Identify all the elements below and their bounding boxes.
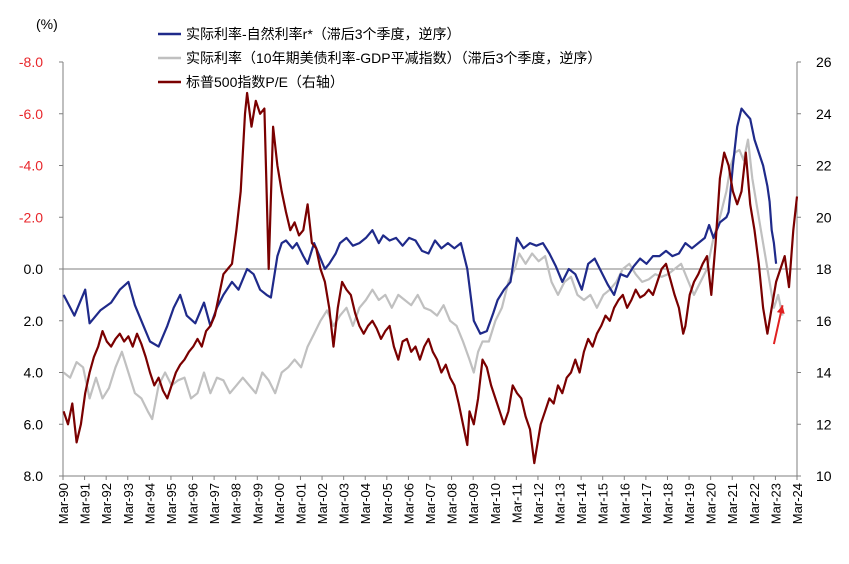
x-tick-label: Mar-07 bbox=[423, 483, 438, 524]
y-left-tick-label: 6.0 bbox=[24, 416, 44, 432]
x-tick-label: Mar-92 bbox=[99, 483, 114, 524]
legend-label-0: 实际利率-自然利率r*（滞后3个季度，逆序） bbox=[186, 26, 461, 42]
y-left-tick-label: 0.0 bbox=[24, 261, 44, 277]
x-tick-label: Mar-98 bbox=[229, 483, 244, 524]
x-tick-label: Mar-90 bbox=[56, 483, 71, 524]
y-right-tick-label: 16 bbox=[816, 313, 832, 329]
y-right-tick-label: 10 bbox=[816, 468, 832, 484]
y-right-tick-label: 26 bbox=[816, 54, 832, 70]
y-right-tick-label: 24 bbox=[816, 106, 832, 122]
y-right-tick-label: 12 bbox=[816, 416, 832, 432]
x-tick-label: Mar-03 bbox=[337, 483, 352, 524]
y-left-tick-label: 8.0 bbox=[24, 468, 44, 484]
x-tick-label: Mar-06 bbox=[401, 483, 416, 524]
y-left-tick-label: 4.0 bbox=[24, 365, 44, 381]
y-left-tick-label: -6.0 bbox=[19, 106, 43, 122]
y-right-tick-label: 14 bbox=[816, 365, 832, 381]
x-tick-label: Mar-22 bbox=[747, 483, 762, 524]
x-tick-label: Mar-15 bbox=[596, 483, 611, 524]
x-tick-label: Mar-99 bbox=[250, 483, 265, 524]
series-line-1 bbox=[62, 138, 784, 421]
x-tick-label: Mar-10 bbox=[488, 483, 503, 524]
x-tick-label: Mar-08 bbox=[445, 483, 460, 524]
y-right-tick-label: 22 bbox=[816, 158, 832, 174]
y-left-tick-label: -8.0 bbox=[19, 54, 43, 70]
x-tick-label: Mar-14 bbox=[574, 483, 589, 524]
y-left-tick-label: 2.0 bbox=[24, 313, 44, 329]
y-right-tick-label: 18 bbox=[816, 261, 832, 277]
annotations bbox=[772, 305, 785, 345]
legend-label-1: 实际利率（10年期美债利率-GDP平减指数）（滞后3个季度，逆序） bbox=[186, 50, 601, 66]
x-tick-label: Mar-95 bbox=[164, 483, 179, 524]
x-tick-label: Mar-12 bbox=[531, 483, 546, 524]
x-tick-label: Mar-09 bbox=[466, 483, 481, 524]
x-tick-label: Mar-02 bbox=[315, 483, 330, 524]
x-tick-label: Mar-16 bbox=[617, 483, 632, 524]
x-tick-label: Mar-96 bbox=[186, 483, 201, 524]
x-tick-label: Mar-00 bbox=[272, 483, 287, 524]
series-group bbox=[62, 91, 799, 465]
x-tick-label: Mar-11 bbox=[509, 483, 524, 523]
axes: -8.0 -6.0 -4.0 -2.0 0.0 2.0 4.0 6.0 8.0 26 24 22 20 1… bbox=[19, 54, 832, 524]
x-tick-label: Mar-17 bbox=[639, 483, 654, 524]
x-tick-label: Mar-97 bbox=[207, 483, 222, 524]
x-tick-label: Mar-04 bbox=[358, 483, 373, 524]
x-tick-label: Mar-20 bbox=[704, 483, 719, 524]
legend: 实际利率-自然利率r*（滞后3个季度，逆序） 实际利率（10年期美债利率-GDP平… bbox=[158, 26, 601, 90]
x-tick-label: Mar-18 bbox=[660, 483, 675, 524]
x-tick-label: Mar-19 bbox=[682, 483, 697, 524]
y-left-tick-label: -2.0 bbox=[19, 209, 43, 225]
arrow-head-0 bbox=[776, 305, 785, 314]
x-tick-label: Mar-13 bbox=[553, 483, 568, 524]
y-left-unit-label: (%) bbox=[36, 16, 58, 32]
x-tick-label: Mar-21 bbox=[725, 483, 740, 524]
series-line-0 bbox=[62, 107, 778, 348]
y-left-tick-label: -4.0 bbox=[19, 158, 43, 174]
x-tick-label: Mar-24 bbox=[790, 483, 805, 524]
x-tick-label: Mar-91 bbox=[78, 483, 93, 524]
x-tick-label: Mar-01 bbox=[293, 483, 308, 524]
y-right-tick-label: 20 bbox=[816, 209, 832, 225]
x-tick-label: Mar-05 bbox=[380, 483, 395, 524]
x-tick-label: Mar-93 bbox=[121, 483, 136, 524]
x-tick-label: Mar-23 bbox=[768, 483, 783, 524]
legend-label-2: 标普500指数P/E（右轴） bbox=[186, 74, 344, 90]
x-tick-label: Mar-94 bbox=[142, 483, 157, 524]
series-line-2 bbox=[62, 91, 799, 465]
